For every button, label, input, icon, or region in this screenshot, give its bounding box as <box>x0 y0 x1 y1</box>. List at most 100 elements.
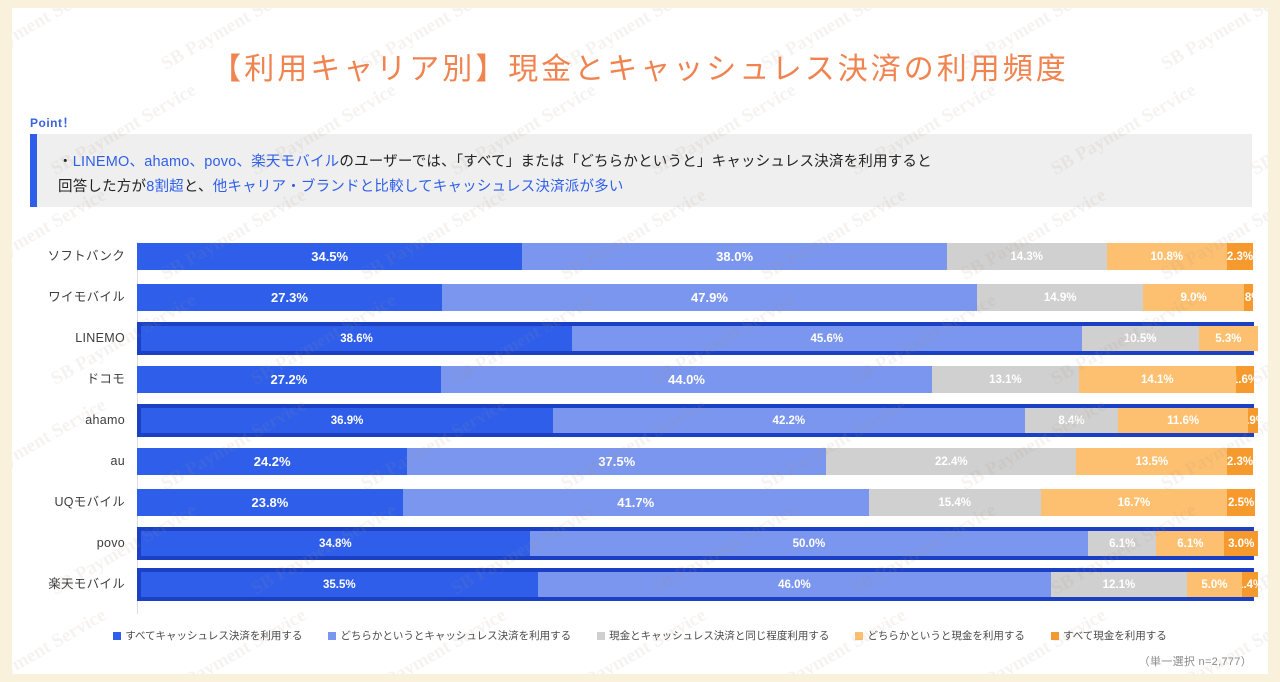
chart-segment: 47.9% <box>441 284 977 311</box>
chart-segment: 2.5% <box>1227 489 1256 516</box>
legend-label: 現金とキャッシュレス決済と同じ程度利用する <box>609 630 830 642</box>
point-line2-c: と、 <box>183 179 213 195</box>
chart-segment: 6.1% <box>1088 531 1157 556</box>
point-ratio: 8割超 <box>146 179 184 195</box>
chart-segment: 14.1% <box>1078 366 1237 393</box>
chart-segment: 11.6% <box>1118 408 1248 433</box>
legend-item: 現金とキャッシュレス決済と同じ程度利用する <box>597 628 829 643</box>
chart-segment: 38.6% <box>141 326 573 351</box>
legend-swatch-icon <box>328 631 337 640</box>
legend-swatch-icon <box>597 631 606 640</box>
chart-row: ワイモバイル 27.3%47.9%14.9%9.0%0.8% <box>12 277 1268 318</box>
chart-row: ahamo 36.9%42.2%8.4%11.6%0.9% <box>12 400 1268 441</box>
chart-segment: 36.9% <box>141 408 554 433</box>
chart-segment: 0.9% <box>1247 408 1258 433</box>
chart-row: au 24.2% 37.5% 22.4% 13.5% 2.3% <box>12 441 1268 482</box>
chart-segment: 5.3% <box>1198 326 1258 351</box>
chart-segment: 2.3% <box>1227 243 1253 270</box>
legend-label: どちらかというとキャッシュレス決済を利用する <box>340 630 572 642</box>
legend-label: すべて現金を利用する <box>1062 630 1167 642</box>
chart-segment: 15.4% <box>868 489 1041 516</box>
chart-segment: 34.8% <box>141 531 530 556</box>
point-label: Point！ <box>30 116 75 130</box>
chart-segment: 5.0% <box>1186 572 1243 597</box>
legend-item: どちらかというと現金を利用する <box>855 628 1025 643</box>
chart-row: UQモバイル 23.8% 41.7% 15.4% 16.7% 2.5% <box>12 482 1268 523</box>
chart-segment: 13.1% <box>932 366 1079 393</box>
chart-segment: 0.8% <box>1243 284 1253 311</box>
chart-segment: 10.5% <box>1081 326 1199 351</box>
point-line2-d: 他キャリア・ブランドと比較してキャッシュレス決済派が多い <box>212 179 624 195</box>
legend-label: すべてキャッシュレス決済を利用する <box>125 630 303 642</box>
legend-item: すべてキャッシュレス決済を利用する <box>113 628 302 643</box>
chart-segment: 2.3% <box>1227 448 1253 475</box>
chart-segment: 9.0% <box>1143 284 1244 311</box>
chart-segment: 37.5% <box>407 448 827 475</box>
chart-row-bars: 23.8% 41.7% 15.4% 16.7% 2.5% <box>137 489 1256 516</box>
chart-row-label: ソフトバンク <box>47 249 125 263</box>
point-accent-bar <box>30 134 37 207</box>
chart-segment: 50.0% <box>529 531 1089 556</box>
chart-segment: 8.4% <box>1024 408 1119 433</box>
chart-row-label: LINEMO <box>75 331 125 345</box>
stacked-bar-chart: ソフトバンク 34.5% 38.0% 14.3% 10.8% 2.3% ワイモバイル 27.3… <box>12 236 1268 626</box>
chart-row: 楽天モバイル 35.5%46.0%12.1%5.0%1.4% <box>12 564 1268 605</box>
chart-segment: 1.6% <box>1236 366 1254 393</box>
point-carriers: LINEMO、ahamo、povo、楽天モバイル <box>72 154 340 170</box>
chart-row-label: ワイモバイル <box>48 290 125 304</box>
chart-row: povo 34.8% 50.0% 6.1% 6.1% 3.0% <box>12 523 1268 564</box>
legend-label: どちらかというと現金を利用する <box>867 630 1025 642</box>
chart-row-bars: 34.5% 38.0% 14.3% 10.8% 2.3% <box>137 243 1254 270</box>
chart-segment: 27.3% <box>137 284 442 311</box>
chart-segment: 16.7% <box>1040 489 1228 516</box>
chart-row-bars: 24.2% 37.5% 22.4% 13.5% 2.3% <box>137 448 1254 475</box>
chart-row: ドコモ 27.2%44.0%13.1%14.1%1.6% <box>12 359 1268 400</box>
chart-row-label: ahamo <box>85 413 125 427</box>
legend-item: どちらかというとキャッシュレス決済を利用する <box>328 628 571 643</box>
chart-segment: 45.6% <box>572 326 1082 351</box>
chart-segment: 27.2% <box>137 366 441 393</box>
legend-swatch-icon <box>113 631 122 640</box>
legend-swatch-icon <box>855 631 864 640</box>
chart-row-label: au <box>110 454 125 468</box>
chart-row: LINEMO 38.6% 45.6% 10.5% 5.3% <box>12 318 1268 359</box>
chart-segment: 10.8% <box>1106 243 1228 270</box>
chart-segment: 38.0% <box>522 243 947 270</box>
chart-segment: 22.4% <box>826 448 1077 475</box>
chart-row: ソフトバンク 34.5% 38.0% 14.3% 10.8% 2.3% <box>12 236 1268 277</box>
chart-row-bars: 36.9%42.2%8.4%11.6%0.9% <box>137 404 1258 437</box>
chart-segment: 46.0% <box>537 572 1052 597</box>
chart-segment: 1.4% <box>1242 572 1258 597</box>
legend-swatch-icon <box>1050 631 1059 640</box>
chart-row-label: 楽天モバイル <box>48 577 125 591</box>
point-text: ・LINEMO、ahamo、povo、楽天モバイルのユーザーでは、「すべて」また… <box>58 150 1238 200</box>
chart-row-bars: 27.3%47.9%14.9%9.0%0.8% <box>137 284 1254 311</box>
chart-segment: 13.5% <box>1076 448 1228 475</box>
chart-row-label: povo <box>96 536 125 550</box>
chart-row-bars: 34.8% 50.0% 6.1% 6.1% 3.0% <box>137 527 1258 560</box>
chart-row-bars: 35.5%46.0%12.1%5.0%1.4% <box>137 568 1258 601</box>
chart-segment: 6.1% <box>1156 531 1225 556</box>
chart-segment: 35.5% <box>141 572 538 597</box>
legend-item: すべて現金を利用する <box>1050 628 1167 643</box>
chart-row-label: UQモバイル <box>54 495 125 509</box>
chart-legend: すべてキャッシュレス決済を利用する どちらかというとキャッシュレス決済を利用する 現… <box>12 628 1268 643</box>
point-bullet: ・ <box>58 154 73 170</box>
chart-segment: 24.2% <box>137 448 408 475</box>
point-box: ・LINEMO、ahamo、povo、楽天モバイルのユーザーでは、「すべて」また… <box>30 134 1252 207</box>
chart-segment: 23.8% <box>137 489 403 516</box>
point-line2-a: 回答した方が <box>58 179 147 195</box>
chart-row-bars: 27.2%44.0%13.1%14.1%1.6% <box>137 366 1254 393</box>
chart-segment: 34.5% <box>137 243 523 270</box>
chart-segment: 12.1% <box>1051 572 1187 597</box>
chart-row-bars: 38.6% 45.6% 10.5% 5.3% <box>137 322 1258 355</box>
page-title: 【利用キャリア別】現金とキャッシュレス決済の利用頻度 <box>211 52 1069 87</box>
chart-segment: 3.0% <box>1224 531 1258 556</box>
chart-segment: 42.2% <box>553 408 1025 433</box>
chart-segment: 14.3% <box>946 243 1107 270</box>
chart-segment: 14.9% <box>976 284 1144 311</box>
chart-segment: 41.7% <box>402 489 869 516</box>
point-line1-rest: のユーザーでは、「すべて」または「どちらかというと」キャッシュレス決済を利用する… <box>339 154 932 170</box>
chart-note: （単一選択 n=2,777） <box>1138 656 1252 668</box>
